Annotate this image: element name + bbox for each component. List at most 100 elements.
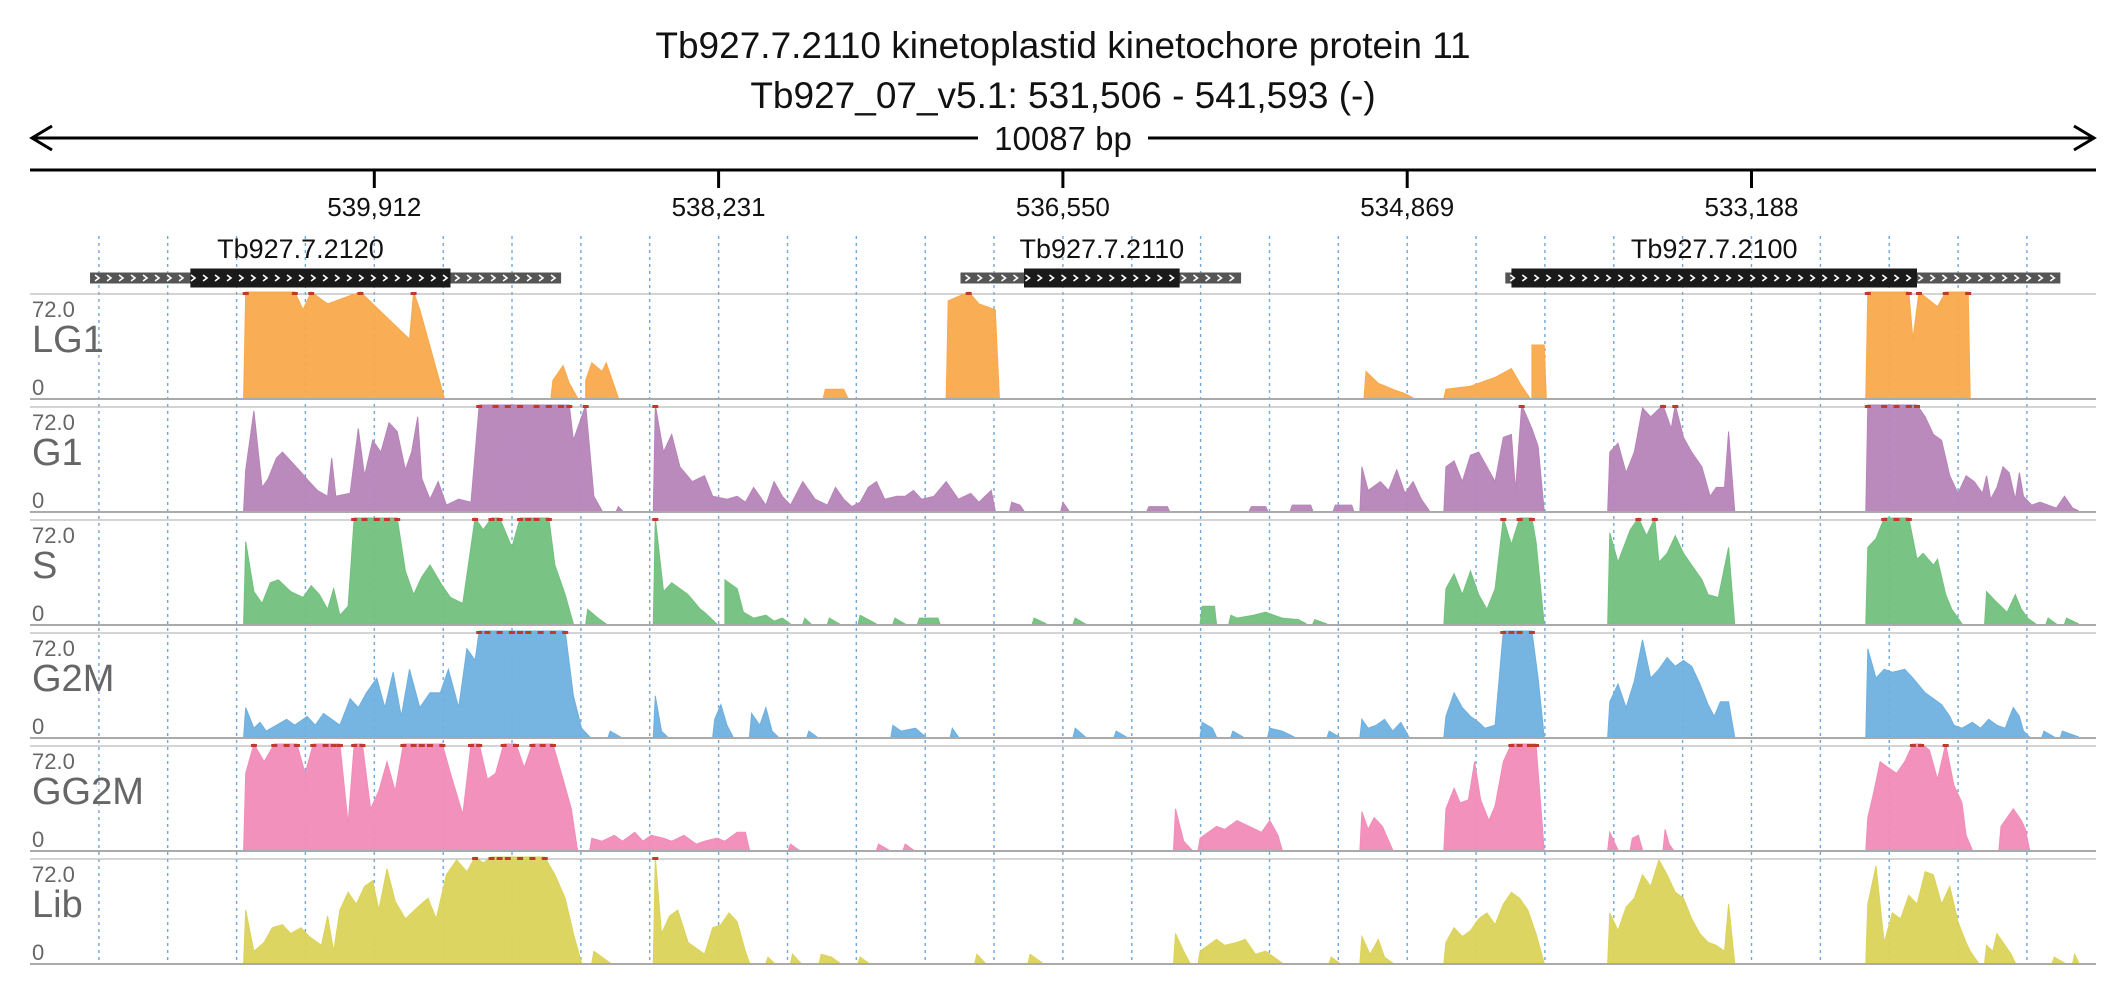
gene-strand-arrow: [1749, 274, 1756, 282]
gene-strand-arrow: [965, 274, 971, 282]
gene-strand-arrow: [298, 274, 305, 282]
gene-strand-arrow: [1689, 274, 1696, 282]
gene-strand-arrow: [1821, 274, 1828, 282]
overflow-marker: [513, 744, 519, 747]
overflow-marker: [1905, 292, 1912, 295]
coverage-area: [243, 291, 1971, 399]
overflow-marker: [525, 631, 532, 634]
gene-strand-arrow: [466, 274, 473, 282]
overflow-marker: [496, 631, 503, 634]
overflow-marker: [1864, 292, 1871, 295]
overflow-marker: [271, 744, 278, 747]
gene-strand-arrow: [989, 274, 995, 282]
gene-strand-arrow: [1701, 274, 1708, 282]
overflow-marker: [439, 744, 446, 747]
gene-strand-arrow: [334, 274, 341, 282]
overflow-marker: [652, 405, 659, 408]
overflow-marker: [549, 744, 556, 747]
overflow-marker: [488, 857, 495, 860]
overflow-marker: [373, 518, 380, 521]
overflow-marker: [291, 292, 298, 295]
y-max-label: 72.0: [32, 297, 75, 322]
gene-strand-arrow: [2049, 274, 2056, 282]
gene-strand-arrow: [118, 274, 125, 282]
gene-strand-arrow: [310, 274, 317, 282]
coverage-area: [243, 630, 2079, 738]
overflow-marker: [566, 405, 573, 408]
overflow-marker: [582, 405, 589, 408]
gene-strand-arrow: [1593, 274, 1600, 282]
gene-strand-arrow: [1025, 274, 1031, 282]
overflow-marker: [472, 857, 479, 860]
gene-strand-arrow: [1665, 274, 1672, 282]
track-name: LG1: [32, 319, 104, 361]
y-max-label: 72.0: [32, 523, 75, 548]
y-min-label: 0: [32, 601, 44, 626]
gene-strand-arrow: [1521, 274, 1528, 282]
gene-strand-arrow: [1073, 274, 1079, 282]
gene-strand-arrow: [1049, 274, 1055, 282]
track-GG2M: 72.0 0 GG2M: [30, 742, 2096, 852]
overflow-marker: [250, 744, 257, 747]
overflow-marker: [529, 744, 536, 747]
gene-strand-arrow: [1761, 274, 1768, 282]
overflow-marker: [310, 744, 317, 747]
gene-strand-arrow: [1677, 274, 1684, 282]
overflow-marker: [492, 405, 499, 408]
overflow-marker: [500, 744, 507, 747]
gene-strand-arrow: [1929, 274, 1936, 282]
gene-strand-arrow: [502, 274, 509, 282]
overflow-marker: [537, 631, 544, 634]
overflow-marker: [476, 405, 483, 408]
overflow-marker: [322, 744, 329, 747]
span-arrow-left-head: [29, 124, 53, 152]
overflow-marker: [652, 857, 659, 860]
y-min-label: 0: [32, 940, 44, 965]
track-name: Lib: [32, 884, 83, 926]
gene-strand-arrow: [1737, 274, 1744, 282]
gene-strand-arrow: [1217, 274, 1223, 282]
gene-strand-arrow: [1725, 274, 1732, 282]
gene-strand-arrow: [442, 274, 449, 282]
gene-strand-arrow: [1013, 274, 1019, 282]
gene-strand-arrow: [454, 274, 461, 282]
overflow-marker: [476, 744, 483, 747]
coverage-area: [243, 516, 2080, 625]
y-max-label: 72.0: [32, 636, 75, 661]
gene-strand-arrow: [1785, 274, 1792, 282]
span-ruler: 10087 bp: [29, 120, 2097, 157]
overflow-marker: [541, 857, 548, 860]
overflow-marker: [652, 518, 659, 521]
overflow-marker: [242, 292, 249, 295]
gene-strand-arrow: [1169, 274, 1175, 282]
x-tick-label: 536,550: [1016, 192, 1110, 222]
overflow-marker: [468, 744, 474, 747]
track-G2M: 72.0 0 G2M: [30, 630, 2096, 739]
gene-strand-arrow: [178, 274, 185, 282]
overflow-marker: [1916, 292, 1922, 295]
overflow-marker: [1905, 518, 1912, 521]
gene-strand-arrow: [394, 274, 401, 282]
gene-strand-arrow: [526, 274, 533, 282]
gene-strand-arrow: [226, 274, 233, 282]
gene-strand-arrow: [358, 274, 365, 282]
gene-strand-arrow: [1037, 274, 1043, 282]
gene-strand-arrow: [1509, 274, 1516, 282]
overflow-marker: [1651, 518, 1658, 521]
gene-strand-arrow: [274, 274, 281, 282]
gene-strand-arrow: [1133, 274, 1139, 282]
gene-strand-arrow: [1809, 274, 1816, 282]
overflow-marker: [549, 631, 556, 634]
gene-strand-arrow: [1653, 274, 1660, 282]
overflow-marker: [1528, 518, 1535, 521]
overflow-marker: [1893, 518, 1900, 521]
gene-strand-arrow: [1845, 274, 1852, 282]
overflow-marker: [545, 518, 552, 521]
coverage-area: [243, 404, 2080, 512]
gene-strand-arrow: [370, 274, 377, 282]
overflow-marker: [1942, 744, 1949, 747]
overflow-marker: [1516, 518, 1523, 521]
overflow-marker: [1635, 518, 1642, 521]
overflow-marker: [1500, 631, 1507, 634]
overflow-marker: [965, 292, 972, 295]
